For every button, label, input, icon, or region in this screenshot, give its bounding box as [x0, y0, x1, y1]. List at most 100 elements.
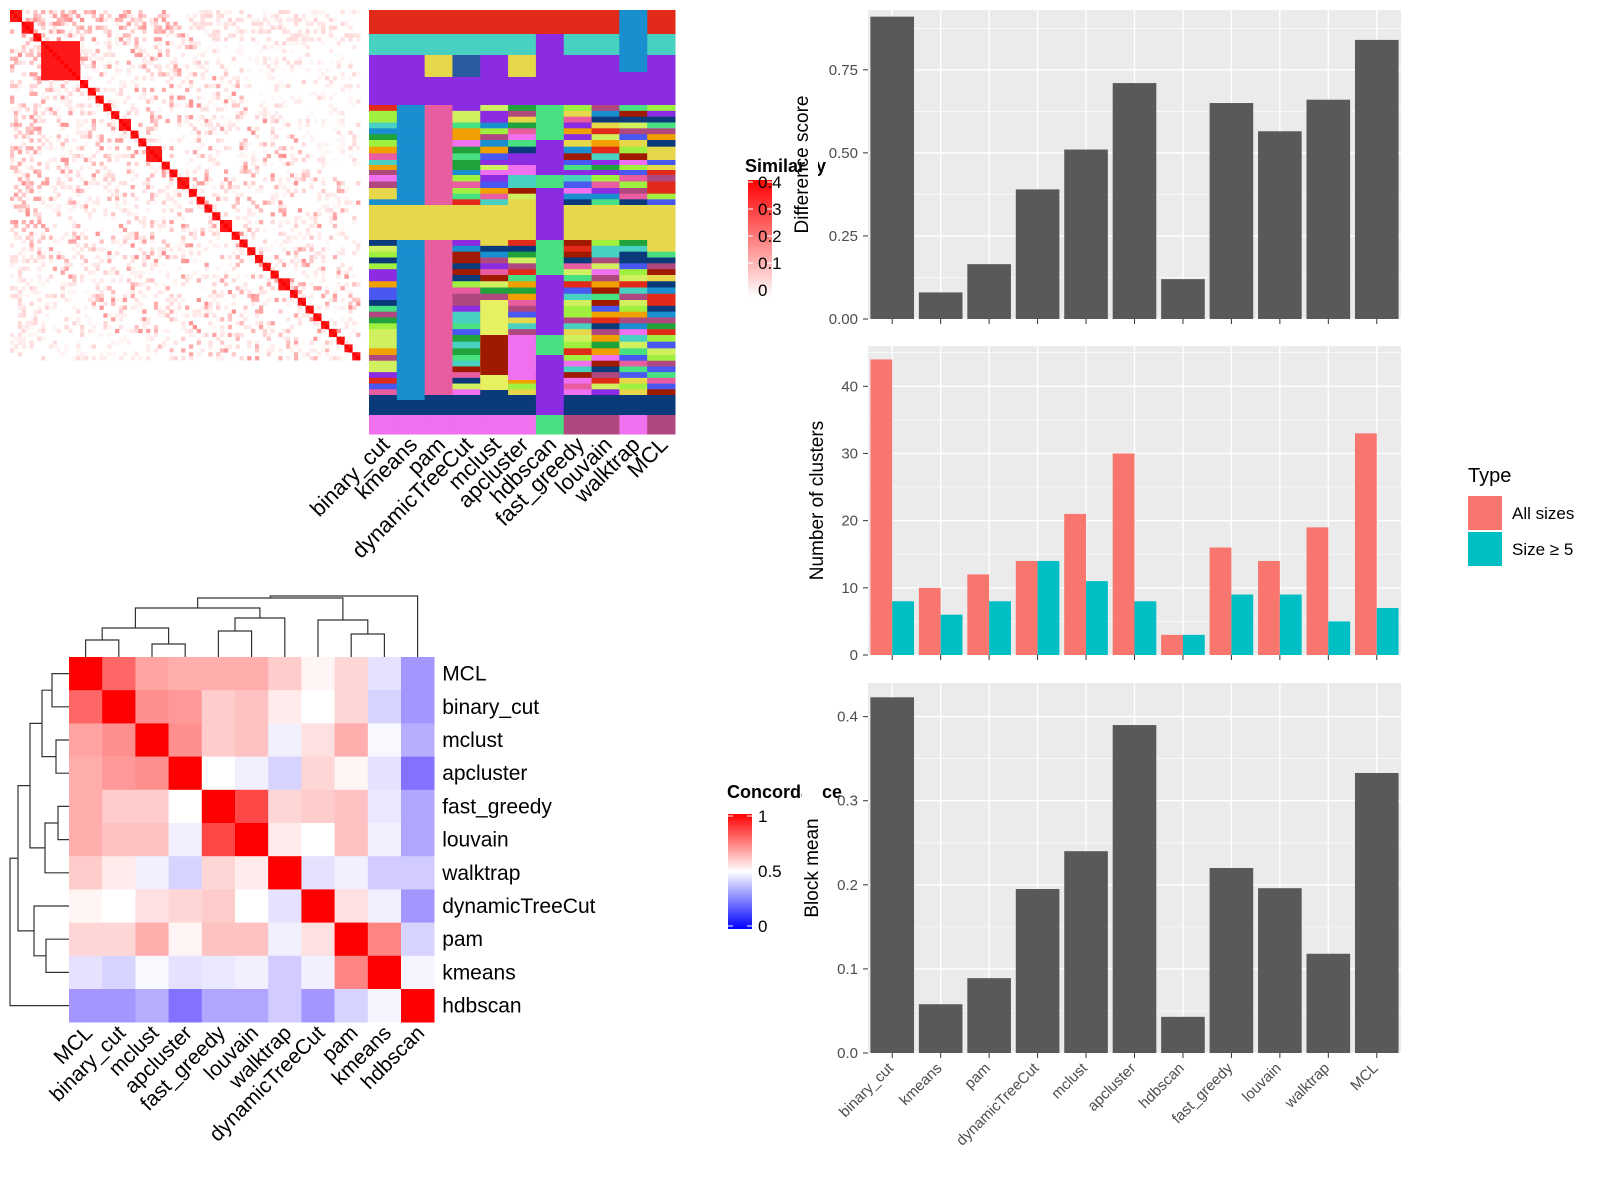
- similarity-cell: [76, 251, 81, 256]
- concordance-cell: [367, 856, 402, 890]
- assignment-cell: [563, 245, 593, 253]
- similarity-cell: [72, 41, 77, 46]
- similarity-cell: [290, 64, 295, 69]
- similarity-cell: [208, 208, 213, 213]
- similarity-cell: [220, 278, 225, 283]
- similarity-cell: [10, 99, 15, 104]
- assignment-cell: [591, 122, 620, 129]
- similarity-cell: [13, 87, 19, 93]
- similarity-cell: [68, 177, 73, 182]
- similarity-cell: [150, 239, 155, 244]
- assignment-cell: [591, 34, 620, 40]
- similarity-cell: [177, 181, 182, 186]
- similarity-cell: [21, 45, 26, 50]
- assignment-cell: [480, 228, 509, 235]
- similarity-cell: [305, 68, 310, 73]
- similarity-cell: [103, 87, 108, 93]
- concordance-cell: [201, 989, 236, 1023]
- similarity-cell: [169, 91, 174, 96]
- similarity-cell: [317, 196, 322, 201]
- similarity-cell: [130, 266, 135, 271]
- assignment-cell: [591, 408, 620, 416]
- assignment-cell: [591, 146, 620, 154]
- similarity-cell: [181, 258, 186, 264]
- similarity-cell: [72, 60, 77, 65]
- similarity-cell: [37, 258, 42, 264]
- similarity-cell: [76, 309, 81, 314]
- similarity-cell: [60, 13, 65, 19]
- similarity-cell: [99, 356, 104, 361]
- similarity-cell: [111, 216, 116, 221]
- similarity-cell: [317, 76, 322, 81]
- similarity-cell: [165, 48, 170, 54]
- x-tick-label-louvain: louvain: [1239, 1060, 1285, 1106]
- similarity-cell: [188, 321, 194, 326]
- similarity-cell: [95, 138, 100, 143]
- assignment-cell: [396, 55, 426, 62]
- assignment-cell: [508, 39, 537, 45]
- similarity-cell: [17, 270, 23, 275]
- similarity-cell: [134, 83, 139, 89]
- similarity-cell: [41, 45, 46, 50]
- assignment-cell: [452, 355, 481, 362]
- similarity-cell: [80, 262, 85, 268]
- assignment-cell: [563, 188, 593, 195]
- similarity-cell: [173, 60, 178, 65]
- similarity-cell: [196, 10, 201, 15]
- assignment-cell: [424, 305, 453, 313]
- similarity-cell: [72, 76, 77, 81]
- similarity-cell: [204, 181, 209, 186]
- similarity-cell: [13, 293, 19, 299]
- assignment-cell: [535, 281, 565, 288]
- similarity-cell: [107, 286, 112, 291]
- assignment-cell: [452, 348, 481, 356]
- similarity-cell: [72, 200, 77, 205]
- similarity-cell: [321, 278, 326, 283]
- assignment-cell: [480, 401, 509, 409]
- similarity-cell: [48, 251, 54, 256]
- similarity-cell: [153, 146, 159, 151]
- similarity-cell: [344, 21, 349, 26]
- similarity-cell: [262, 332, 268, 338]
- assignment-cell: [508, 160, 537, 166]
- similarity-cell: [76, 169, 81, 174]
- assignment-cell: [647, 305, 676, 313]
- similarity-cell: [68, 64, 73, 69]
- similarity-cell: [188, 83, 194, 89]
- assignment-cell: [369, 34, 398, 40]
- similarity-cell: [37, 48, 42, 54]
- similarity-cell: [68, 72, 73, 77]
- assignment-cell: [369, 146, 398, 154]
- similarity-cell: [150, 138, 155, 143]
- bar-fast_greedy: [1209, 868, 1254, 1053]
- assignment-cell: [647, 210, 676, 218]
- similarity-cell: [185, 173, 190, 178]
- concordance-cell: [334, 657, 369, 691]
- similarity-cell: [130, 270, 135, 275]
- similarity-cell: [29, 157, 34, 163]
- assignment-cell: [647, 383, 676, 390]
- similarity-cell: [223, 169, 229, 174]
- similarity-cell: [169, 29, 174, 34]
- similarity-cell: [87, 196, 93, 201]
- concordance-cell: [135, 989, 169, 1023]
- similarity-cell: [115, 111, 120, 116]
- similarity-cell: [95, 103, 100, 108]
- similarity-cell: [157, 115, 163, 120]
- similarity-cell: [130, 80, 135, 85]
- assignment-cell: [647, 251, 676, 258]
- assignment-cell: [396, 34, 426, 40]
- assignment-cell: [535, 275, 565, 282]
- assignment-cell: [452, 98, 481, 106]
- similarity-cell: [45, 41, 50, 46]
- similarity-cell: [344, 348, 349, 353]
- similarity-cell: [348, 290, 353, 295]
- assignment-cell: [535, 39, 565, 45]
- similarity-cell: [212, 332, 217, 338]
- similarity-cell: [29, 321, 34, 326]
- similarity-cell: [13, 223, 19, 229]
- similarity-cell: [325, 161, 330, 166]
- assignment-cell: [424, 389, 453, 396]
- concordance-cell: [102, 756, 136, 791]
- similarity-cell: [181, 235, 186, 240]
